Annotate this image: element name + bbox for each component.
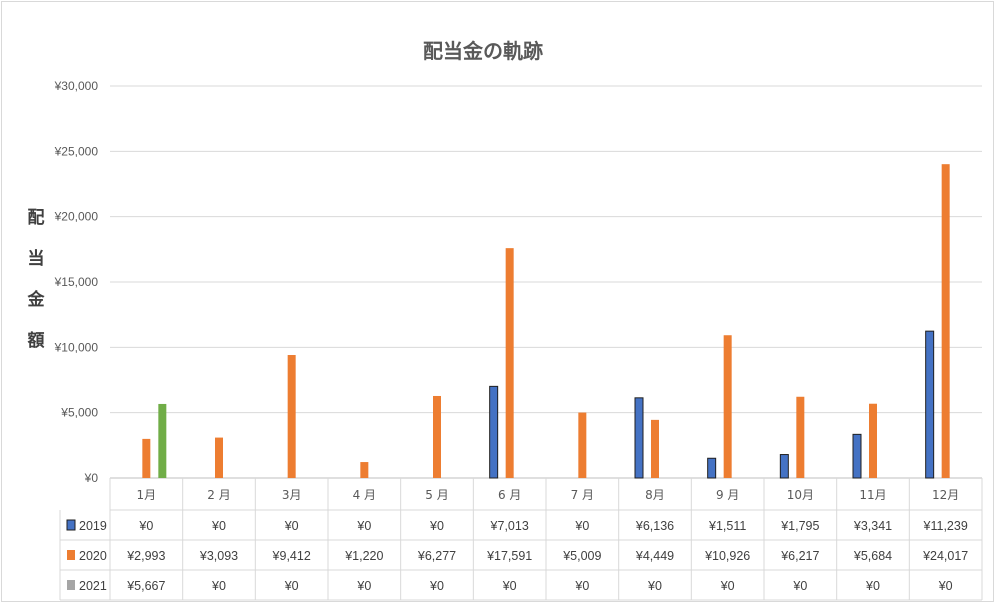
bars: [142, 164, 950, 479]
series-name-2020: 2020: [79, 549, 107, 563]
category-label: 2 月: [207, 488, 230, 502]
bar-2020: [360, 462, 369, 478]
series-name-2019: 2019: [79, 519, 107, 533]
data-cell: ¥0: [574, 579, 589, 593]
bar-2019: [925, 330, 935, 479]
data-cell: ¥5,009: [562, 549, 601, 563]
data-cell: ¥3,093: [199, 549, 238, 563]
bar-2019: [634, 397, 644, 479]
category-label: 6 月: [498, 488, 521, 502]
bar-2019: [707, 457, 717, 479]
category-label: 10月: [787, 488, 814, 502]
category-label: 4 月: [353, 488, 376, 502]
data-cell: ¥6,217: [780, 549, 819, 563]
data-cell: ¥0: [792, 579, 807, 593]
bar-2020: [941, 164, 950, 479]
data-cell: ¥2,993: [126, 549, 165, 563]
data-cell: ¥0: [429, 519, 444, 533]
bar-2019: [489, 385, 499, 479]
data-cell: ¥6,277: [417, 549, 456, 563]
bar-2020: [215, 437, 223, 478]
gridlines: [110, 85, 982, 479]
category-label: 3月: [282, 488, 302, 502]
data-cell: ¥0: [356, 519, 371, 533]
bar-2020: [796, 396, 805, 478]
category-label: 5 月: [425, 488, 448, 502]
data-cell: ¥0: [502, 579, 517, 593]
y-tick-label: ¥20,000: [54, 210, 99, 224]
category-label: 11月: [859, 488, 886, 502]
bar-2020: [287, 355, 296, 478]
bar-2020: [869, 403, 877, 478]
y-tick-label: ¥5,000: [60, 406, 98, 420]
data-cell: ¥10,926: [704, 549, 750, 563]
bar-2020: [651, 419, 659, 478]
legend-key-2020: [67, 550, 75, 560]
legend-key-2019: [66, 519, 76, 531]
legend-key-2021: [67, 580, 75, 590]
y-axis-label-char: 配: [28, 208, 45, 228]
y-tick-label: ¥0: [84, 471, 99, 485]
data-cell: ¥7,013: [490, 519, 529, 533]
data-cell: ¥0: [647, 579, 662, 593]
data-cell: ¥5,684: [853, 549, 892, 563]
data-cell: ¥4,449: [635, 549, 674, 563]
category-label: 12月: [932, 488, 959, 502]
data-cell: ¥0: [356, 579, 371, 593]
y-axis-label-char: 金: [27, 289, 46, 310]
data-cell: ¥0: [938, 579, 953, 593]
data-cell: ¥0: [211, 579, 226, 593]
data-cell: ¥0: [429, 579, 444, 593]
bar-2019: [779, 454, 789, 479]
data-cell: ¥5,667: [126, 579, 165, 593]
data-cell: ¥3,341: [853, 519, 892, 533]
bar-2020: [578, 412, 587, 478]
category-label: 7 月: [571, 488, 594, 502]
y-axis-label-char: 額: [27, 330, 45, 351]
data-cell: ¥6,136: [635, 519, 674, 533]
y-tick-label: ¥30,000: [54, 79, 99, 93]
bar-2020: [505, 248, 514, 478]
data-cell: ¥0: [284, 579, 299, 593]
data-cell: ¥0: [211, 519, 226, 533]
bar-2020: [433, 395, 441, 478]
y-tick-label: ¥25,000: [54, 144, 99, 158]
bar-2021: [158, 403, 167, 478]
data-table: 1月 2 月 3月 4 月 5 月 6 月 7 月 8月 9 月 10月 11月 12月 2019 ¥0 ¥…: [59, 478, 983, 601]
data-cell: ¥0: [138, 519, 153, 533]
y-tick-label: ¥10,000: [54, 340, 99, 354]
data-cell: ¥11,239: [923, 519, 968, 533]
data-cell: ¥0: [720, 579, 735, 593]
category-label: 8月: [645, 488, 665, 502]
bar-2020: [723, 335, 732, 478]
y-axis-ticks: ¥0 ¥5,000 ¥10,000 ¥15,000 ¥20,000 ¥25,000 ¥30,…: [54, 79, 99, 485]
chart-title: 配当金の軌跡: [423, 39, 543, 63]
series-name-2021: 2021: [79, 579, 107, 593]
data-cell: ¥1,795: [780, 519, 819, 533]
y-axis-label-char: 当: [28, 248, 45, 269]
y-tick-label: ¥15,000: [54, 275, 99, 289]
data-cell: ¥1,511: [708, 519, 746, 533]
category-label: 9 月: [716, 488, 739, 502]
category-label: 1月: [137, 488, 157, 502]
data-cell: ¥1,220: [344, 549, 383, 563]
data-cell: ¥24,017: [922, 549, 968, 563]
data-cell: ¥0: [574, 519, 589, 533]
data-cell: ¥9,412: [272, 549, 311, 563]
data-cell: ¥17,591: [486, 549, 532, 563]
data-cell: ¥0: [865, 579, 880, 593]
data-cell: ¥0: [284, 519, 299, 533]
bar-2019: [852, 433, 862, 479]
bar-2020: [142, 438, 151, 478]
